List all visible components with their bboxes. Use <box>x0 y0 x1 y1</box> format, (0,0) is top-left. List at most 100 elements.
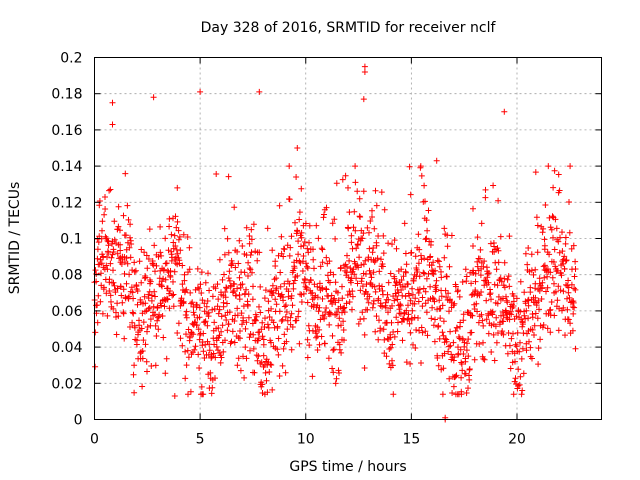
data-point <box>291 277 298 284</box>
data-point <box>126 244 133 251</box>
data-point <box>481 356 488 363</box>
data-point <box>450 383 457 390</box>
data-point <box>145 256 152 262</box>
data-point <box>206 347 213 354</box>
data-point <box>415 260 422 267</box>
data-point <box>389 241 395 248</box>
data-point <box>457 346 464 353</box>
data-point <box>329 220 336 227</box>
data-point <box>306 239 312 246</box>
data-point <box>239 281 246 288</box>
data-point <box>234 305 241 312</box>
data-point <box>555 283 562 290</box>
data-point <box>429 304 436 311</box>
data-point <box>520 370 527 377</box>
data-point <box>355 320 362 327</box>
x-tick-label: 10 <box>297 432 315 448</box>
data-point <box>302 220 309 227</box>
data-point <box>374 255 381 262</box>
data-point <box>279 316 286 323</box>
data-point <box>531 332 537 338</box>
data-point <box>132 267 139 274</box>
data-point <box>527 289 534 296</box>
data-point <box>366 267 373 274</box>
x-tick-label: 5 <box>196 432 205 448</box>
data-point <box>229 328 236 335</box>
data-point <box>560 304 567 311</box>
data-point <box>459 279 466 285</box>
data-point <box>340 318 347 325</box>
data-point <box>541 262 548 269</box>
y-tick-label: 0.06 <box>51 304 82 320</box>
data-point <box>290 285 297 292</box>
data-point <box>380 326 387 333</box>
data-point <box>136 258 143 265</box>
grid-lines <box>94 57 602 420</box>
data-point <box>494 282 501 289</box>
data-point <box>106 276 113 283</box>
data-point <box>241 269 248 276</box>
data-point <box>295 308 302 315</box>
data-point <box>440 318 447 325</box>
data-point <box>436 258 442 265</box>
data-point <box>243 224 250 231</box>
data-point <box>283 302 289 309</box>
data-point <box>109 251 116 258</box>
data-point <box>379 287 386 294</box>
data-point <box>182 312 189 318</box>
data-point <box>190 331 197 338</box>
data-point <box>159 313 166 319</box>
data-point <box>171 232 178 239</box>
data-point <box>155 326 162 333</box>
data-point <box>571 304 578 311</box>
data-point <box>98 270 104 277</box>
data-point <box>198 383 205 390</box>
data-point <box>218 354 225 361</box>
data-point <box>417 163 424 170</box>
data-point <box>276 373 283 379</box>
data-point <box>495 197 502 204</box>
data-point <box>94 302 101 309</box>
data-point <box>257 283 264 290</box>
data-point <box>94 319 101 326</box>
data-point <box>450 339 457 346</box>
data-point <box>281 303 288 310</box>
data-point <box>489 311 496 318</box>
data-point <box>242 344 249 351</box>
data-point <box>247 331 254 337</box>
data-point <box>421 255 428 262</box>
data-point <box>565 284 572 291</box>
data-point <box>145 295 152 302</box>
data-point <box>142 341 149 348</box>
data-point <box>314 294 321 301</box>
data-point <box>422 198 428 205</box>
data-point <box>562 332 568 339</box>
data-point <box>235 355 242 362</box>
data-point <box>314 347 321 353</box>
data-point <box>552 216 559 223</box>
y-tick-label: 0.12 <box>51 195 82 211</box>
data-point <box>448 232 455 239</box>
data-point <box>515 366 522 373</box>
data-point <box>306 342 313 349</box>
data-point <box>237 328 243 334</box>
axis-ticks <box>94 57 602 420</box>
data-point <box>343 300 350 307</box>
data-point <box>483 297 490 304</box>
data-point <box>104 254 110 260</box>
data-point <box>151 288 158 295</box>
data-point <box>329 332 336 339</box>
data-point <box>352 163 359 170</box>
data-point <box>534 222 541 229</box>
data-point <box>193 322 200 328</box>
data-point <box>256 303 262 310</box>
data-point <box>250 283 256 290</box>
data-point <box>139 355 146 362</box>
data-point <box>453 324 460 331</box>
data-point <box>111 282 118 289</box>
data-point <box>481 258 488 265</box>
data-point <box>526 338 532 345</box>
data-point <box>243 286 249 293</box>
data-point <box>318 245 325 252</box>
data-point <box>275 351 282 358</box>
